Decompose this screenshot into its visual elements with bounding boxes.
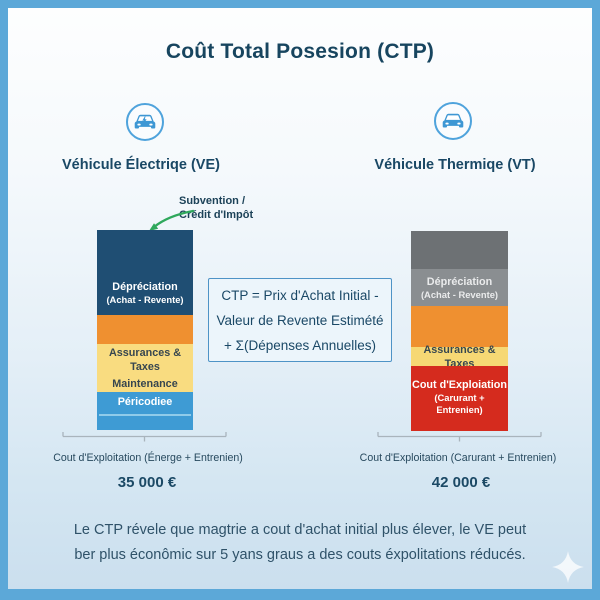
segment-label: Dépréciation (426, 275, 493, 288)
bar-segment-assurances-taxes: Assurances & Taxes (411, 344, 508, 370)
bar-segment-unlabeled-orange (411, 306, 508, 347)
segment-label: (Achat - Revente) (106, 294, 184, 305)
vt-total-value: 42 000 € (431, 474, 491, 491)
annotation-line-1: Subvention / (179, 195, 245, 207)
electric-car-icon (126, 103, 164, 141)
bar-segment-pericodiee: Péricodiee (97, 392, 193, 430)
bar-segment-unlabeled-dark-gray (411, 231, 508, 269)
ctp-formula-box: CTP = Prix d'Achat Initial - Valeur de R… (208, 278, 392, 362)
car-icon (434, 102, 472, 140)
vt-axis-line (377, 432, 542, 442)
segment-label: Péricodiee (117, 396, 173, 408)
vt-stacked-bar: Dépréciation (Achat - Revente) Assurances … (411, 231, 508, 431)
green-arrow-icon (149, 209, 195, 231)
sparkle-icon (552, 551, 584, 583)
vt-column-header: Véhicule Thermiqe (VT) (374, 157, 536, 173)
footer-line-2: ber plus éconômic sur 5 yans graus a des… (74, 547, 526, 563)
vt-cost-label: Cout d'Exploitation (Carurant + Entrenie… (359, 452, 557, 464)
bar-segment-depreciation: Dépréciation (Achat - Revente) (411, 269, 508, 306)
subvention-annotation: Subvention / Crédit d'Impôt (179, 195, 253, 222)
annotation-line-2: Crédit d'Impôt (179, 208, 254, 221)
ve-cost-label: Cout d'Exploitation (Énerge + Entrenien) (53, 452, 243, 464)
segment-label: Assurances & Taxes (108, 346, 181, 373)
footer-line-1: Le CTP révele que magtrie a cout d'achat… (73, 522, 527, 538)
formula-line-3: + Σ(Dépenses Annuelles) (223, 337, 377, 353)
segment-label: (Carurant + Entrenien) (434, 392, 485, 415)
bar-segment-assurances-taxes-maintenance: Assurances & Taxes Maintenance (97, 344, 193, 392)
footer-summary: Le CTP révele que magtrie a cout d'achat… (28, 518, 572, 568)
bar-segment-cout-exploitation: Cout d'Exploiation (Carurant + Entrenien) (411, 366, 508, 431)
ve-column-header: Véhicule Électriqe (VE) (62, 157, 220, 173)
segment-label: (Achat - Revente) (420, 288, 499, 300)
bar-segment-depreciation: Dépréciation (Achat - Revente) (97, 230, 193, 315)
bar-segment-unlabeled-orange (97, 315, 193, 344)
segment-label: Cout d'Exploiation (412, 379, 507, 391)
segment-label: Maintenance (112, 377, 178, 390)
segment-divider-line (99, 414, 191, 416)
formula-line-1: CTP = Prix d'Achat Initial - (221, 287, 379, 303)
page-title: Coût Total Posesion (CTP) (165, 40, 435, 63)
formula-line-2: Valeur de Revente Estimété (216, 312, 384, 328)
segment-label: Dépréciation (112, 281, 178, 293)
ve-stacked-bar: Dépréciation (Achat - Revente) Assurances … (97, 230, 193, 430)
ve-total-value: 35 000 € (117, 474, 177, 491)
infographic-card: Coût Total Posesion (CTP) Véhicule Élect… (8, 8, 592, 589)
ve-axis-line (62, 432, 227, 442)
